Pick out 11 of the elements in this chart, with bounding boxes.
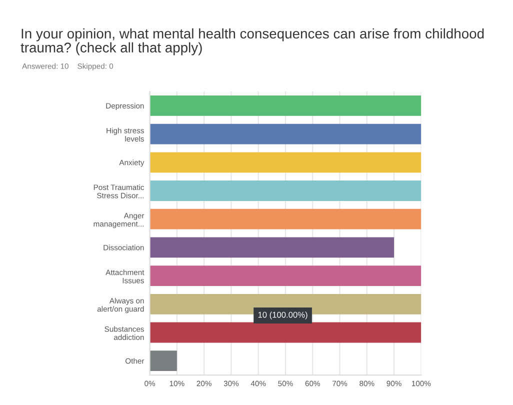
bar [150, 152, 422, 173]
bar [150, 266, 422, 286]
annotation: 10 (100.00%) [258, 312, 308, 320]
bar [150, 180, 422, 201]
bar [150, 208, 422, 230]
bar [150, 322, 422, 343]
bar [150, 96, 422, 116]
chart-title: In your opinion, what mental health consequences can arise from childhood trauma? (check all that apply) [20, 28, 484, 56]
bar [150, 350, 177, 372]
bar [150, 237, 394, 258]
bar [150, 124, 422, 144]
